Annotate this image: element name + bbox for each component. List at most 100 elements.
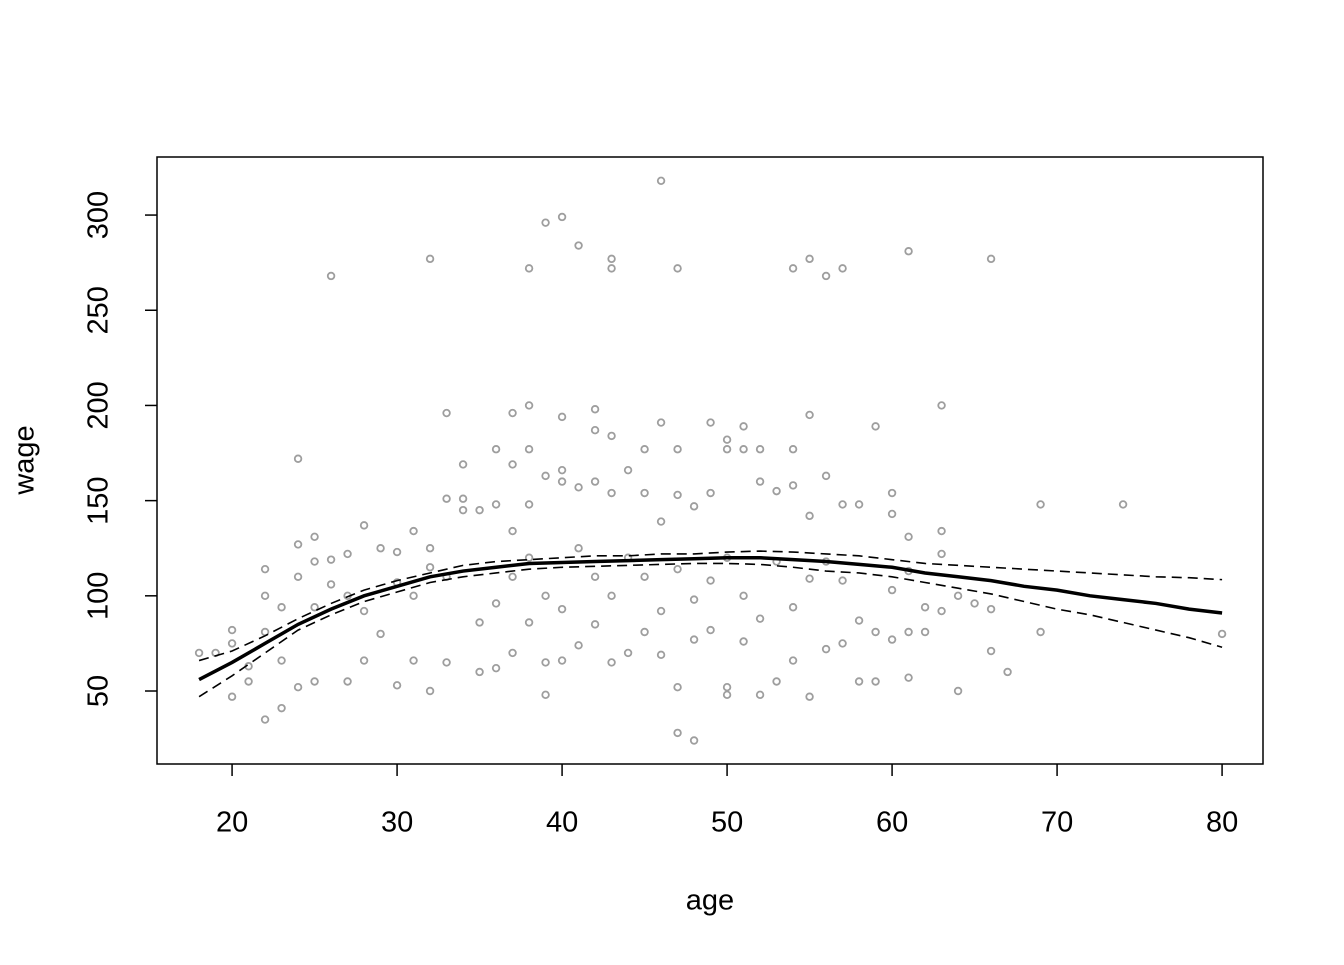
data-point xyxy=(524,401,534,410)
data-point xyxy=(524,500,534,509)
x-tick-label: 50 xyxy=(711,807,743,839)
data-point xyxy=(986,604,996,614)
data-point xyxy=(359,521,369,530)
data-point xyxy=(871,627,880,637)
data-point xyxy=(590,477,600,486)
data-point xyxy=(574,641,583,650)
data-point xyxy=(805,692,814,701)
data-point xyxy=(310,532,319,542)
data-point xyxy=(706,418,715,427)
data-point xyxy=(904,673,913,682)
data-point xyxy=(607,254,616,264)
data-point xyxy=(425,563,435,572)
y-tick-label: 100 xyxy=(83,572,115,620)
data-point xyxy=(689,635,699,644)
data-point xyxy=(442,658,451,667)
data-point xyxy=(788,264,798,273)
data-point xyxy=(508,572,517,581)
data-point xyxy=(739,445,748,454)
data-point xyxy=(970,599,979,608)
data-point xyxy=(871,677,880,686)
data-point xyxy=(359,656,369,665)
data-point xyxy=(260,715,270,724)
data-point xyxy=(310,677,319,686)
data-point xyxy=(607,658,616,667)
data-point xyxy=(557,477,567,486)
y-tick-label: 250 xyxy=(83,286,115,334)
data-point xyxy=(640,445,649,454)
data-point xyxy=(557,465,567,475)
x-tick-label: 20 xyxy=(216,807,248,839)
data-point xyxy=(673,264,682,273)
data-point xyxy=(557,412,567,422)
data-point xyxy=(788,656,798,665)
data-point xyxy=(805,410,814,420)
data-point xyxy=(1036,627,1045,637)
data-point xyxy=(937,606,946,616)
data-point xyxy=(607,488,616,498)
data-point xyxy=(557,656,567,665)
data-point xyxy=(623,465,633,475)
data-point xyxy=(590,572,600,581)
data-point xyxy=(541,471,550,481)
data-point xyxy=(458,494,468,503)
data-point xyxy=(656,650,666,660)
data-point xyxy=(590,405,600,414)
data-point xyxy=(755,477,765,486)
data-point xyxy=(887,509,897,519)
data-point xyxy=(508,460,517,469)
data-point xyxy=(887,585,897,595)
data-point xyxy=(524,553,534,562)
data-point xyxy=(805,254,814,264)
confidence-band xyxy=(198,550,1223,662)
data-point xyxy=(244,677,253,686)
data-point xyxy=(920,603,930,612)
x-tick-label: 30 xyxy=(381,807,413,839)
data-point xyxy=(310,557,319,566)
x-tick-label: 40 xyxy=(546,807,578,839)
data-point xyxy=(508,648,517,658)
data-point xyxy=(656,517,666,526)
data-point xyxy=(227,692,237,701)
data-point xyxy=(904,532,913,542)
data-point xyxy=(656,176,666,185)
data-point xyxy=(491,599,501,608)
data-point xyxy=(937,401,946,410)
data-point xyxy=(1217,629,1227,639)
data-point xyxy=(425,686,435,696)
data-point xyxy=(392,547,402,557)
data-point xyxy=(887,635,897,644)
data-point xyxy=(194,648,204,658)
data-point xyxy=(706,488,715,498)
plot-box xyxy=(156,156,1264,765)
data-point xyxy=(953,591,963,601)
data-point xyxy=(640,627,649,637)
data-point xyxy=(524,264,534,273)
data-point xyxy=(986,254,996,264)
data-point xyxy=(491,663,501,673)
data-point xyxy=(409,591,418,601)
data-point xyxy=(871,422,880,431)
data-point xyxy=(937,526,946,536)
data-point xyxy=(260,591,270,601)
data-point xyxy=(805,511,814,521)
data-point xyxy=(277,656,286,665)
data-point xyxy=(772,486,781,496)
data-point xyxy=(310,603,319,612)
data-point xyxy=(277,703,286,713)
data-point xyxy=(788,481,798,490)
data-point xyxy=(574,544,583,553)
data-point xyxy=(475,618,484,627)
data-point xyxy=(326,555,336,564)
data-point xyxy=(409,526,418,536)
data-point xyxy=(755,614,765,623)
data-point xyxy=(706,576,715,585)
data-point xyxy=(772,677,781,686)
data-point xyxy=(541,658,550,667)
data-point xyxy=(722,683,732,692)
data-point xyxy=(590,620,600,629)
data-point xyxy=(607,591,616,601)
data-point xyxy=(805,574,814,583)
fit-line xyxy=(198,555,1223,682)
data-point xyxy=(607,431,616,441)
